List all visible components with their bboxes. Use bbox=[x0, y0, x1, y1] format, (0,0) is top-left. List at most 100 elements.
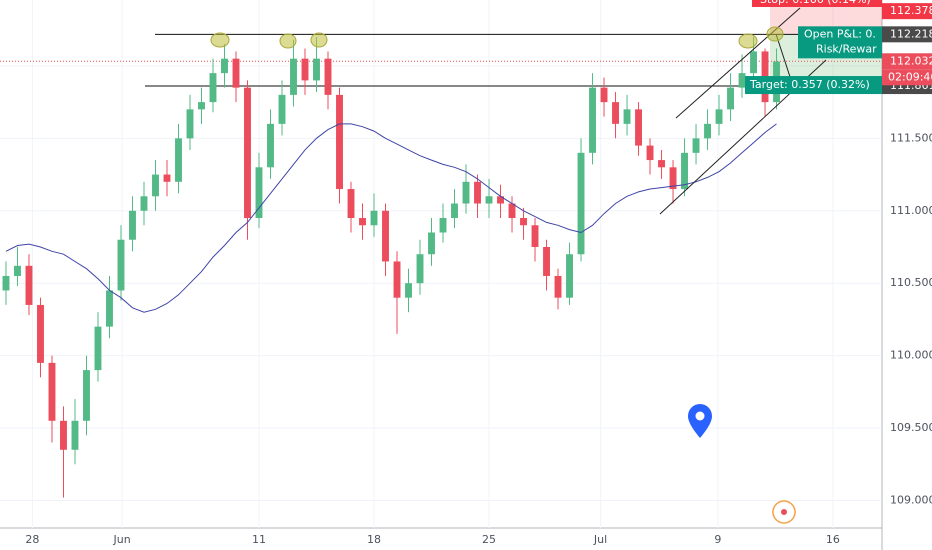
candle-body bbox=[692, 138, 700, 153]
x-tick-label: 28 bbox=[25, 533, 39, 546]
candle-body bbox=[94, 326, 102, 371]
candle-body bbox=[543, 246, 550, 276]
candle-body bbox=[267, 123, 274, 168]
pl-box bbox=[798, 26, 882, 59]
candle-body bbox=[324, 58, 332, 95]
x-tick-label: 11 bbox=[252, 533, 266, 546]
candle-body bbox=[554, 275, 562, 298]
candle-body bbox=[278, 94, 286, 124]
candle-body bbox=[370, 210, 378, 226]
candle-body bbox=[681, 152, 688, 190]
target-box bbox=[745, 76, 882, 95]
peak-marker bbox=[279, 33, 297, 49]
candle-body bbox=[612, 102, 619, 124]
x-tick-label: Jul bbox=[593, 533, 607, 546]
y-tick-label: 110.000 bbox=[890, 349, 932, 362]
candle-body bbox=[198, 102, 205, 110]
candle-body bbox=[313, 58, 320, 81]
candle-body bbox=[727, 87, 734, 110]
stop-box bbox=[752, 0, 882, 7]
candle-body bbox=[117, 239, 125, 291]
candle-body bbox=[209, 73, 217, 103]
candle-body bbox=[255, 167, 263, 219]
open-pl-text: Open P&L: 0. bbox=[804, 27, 876, 40]
risk-reward-text: Risk/Rewar bbox=[816, 42, 877, 55]
candle-body bbox=[14, 265, 21, 276]
moving-average bbox=[5, 123, 777, 313]
x-tick-label: 18 bbox=[367, 533, 381, 546]
candle-body bbox=[566, 254, 573, 298]
candle-body bbox=[497, 196, 504, 204]
candle-body bbox=[704, 123, 711, 139]
candle-body bbox=[600, 87, 608, 103]
candle-body bbox=[531, 225, 539, 247]
candle-body bbox=[129, 210, 136, 240]
labels: 109.000 109.500 110.000 110.500 111.000 111.5… bbox=[25, 0, 932, 546]
y-tick-label: 109.500 bbox=[890, 421, 932, 434]
candle-body bbox=[750, 51, 757, 74]
candle-body bbox=[416, 254, 424, 284]
candle-body bbox=[439, 218, 447, 233]
candle-body bbox=[175, 138, 182, 182]
candle-body bbox=[301, 58, 309, 81]
target-text: Target: 0.357 (0.32%) bbox=[749, 78, 870, 91]
peak-marker bbox=[310, 32, 328, 48]
candle-body bbox=[152, 174, 159, 197]
candle-body bbox=[738, 73, 746, 88]
y-tick-label: 111.500 bbox=[890, 131, 932, 144]
candle-body bbox=[48, 362, 56, 421]
candle-body bbox=[635, 109, 642, 146]
y-tick-label: 111.000 bbox=[890, 204, 932, 217]
candle-body bbox=[336, 94, 343, 190]
peak-marker bbox=[210, 32, 230, 48]
x-tick-label: Jun bbox=[113, 533, 131, 546]
countdown-box bbox=[882, 69, 932, 86]
x-tick-label: 9 bbox=[714, 533, 721, 546]
candle-body bbox=[715, 109, 723, 124]
price-label: 112.378 bbox=[890, 4, 932, 17]
location-marker[interactable] bbox=[688, 404, 712, 438]
candle-body bbox=[359, 218, 366, 226]
candle-body bbox=[347, 189, 355, 219]
price-label-box bbox=[882, 26, 932, 43]
candle-body bbox=[232, 58, 240, 88]
candle-body bbox=[221, 58, 228, 74]
candle-body bbox=[71, 420, 79, 450]
candle-body bbox=[405, 283, 412, 298]
candle-body bbox=[140, 196, 148, 211]
channel-upper bbox=[675, 7, 801, 119]
candle-body bbox=[520, 218, 527, 226]
price-label: 112.218 bbox=[890, 27, 932, 40]
candle-body bbox=[163, 174, 171, 182]
candle-body bbox=[646, 145, 654, 161]
y-tick-label: 109.000 bbox=[890, 493, 932, 506]
candle-body bbox=[474, 181, 481, 204]
peak-marker bbox=[738, 33, 758, 49]
peak-marker bbox=[766, 26, 784, 42]
candle-body bbox=[244, 87, 251, 219]
candle-body bbox=[83, 370, 90, 421]
x-tick-label: 16 bbox=[826, 533, 840, 546]
candle-body bbox=[485, 196, 493, 204]
location-marker-dot bbox=[695, 411, 705, 421]
y-tick-label: 110.500 bbox=[890, 276, 932, 289]
candle-body bbox=[623, 109, 631, 124]
candle-body bbox=[37, 304, 44, 363]
event-marker-dot bbox=[781, 509, 787, 515]
price-label-box bbox=[882, 53, 932, 70]
stop-text: Stop: 0.166 (0.14%) bbox=[760, 0, 871, 6]
candle-body bbox=[290, 58, 297, 95]
candle-body bbox=[393, 261, 401, 298]
candle-body bbox=[428, 232, 435, 255]
candle-body bbox=[669, 167, 677, 190]
candle-body bbox=[577, 152, 585, 255]
x-tick-label: 25 bbox=[482, 533, 496, 546]
candle-body bbox=[589, 87, 596, 153]
candle-body bbox=[508, 203, 516, 219]
countdown: 02:09:46 bbox=[888, 70, 932, 83]
candle-body bbox=[462, 181, 470, 204]
candle-body bbox=[382, 210, 389, 262]
price-label-box bbox=[882, 3, 932, 20]
candle-body bbox=[60, 420, 67, 450]
